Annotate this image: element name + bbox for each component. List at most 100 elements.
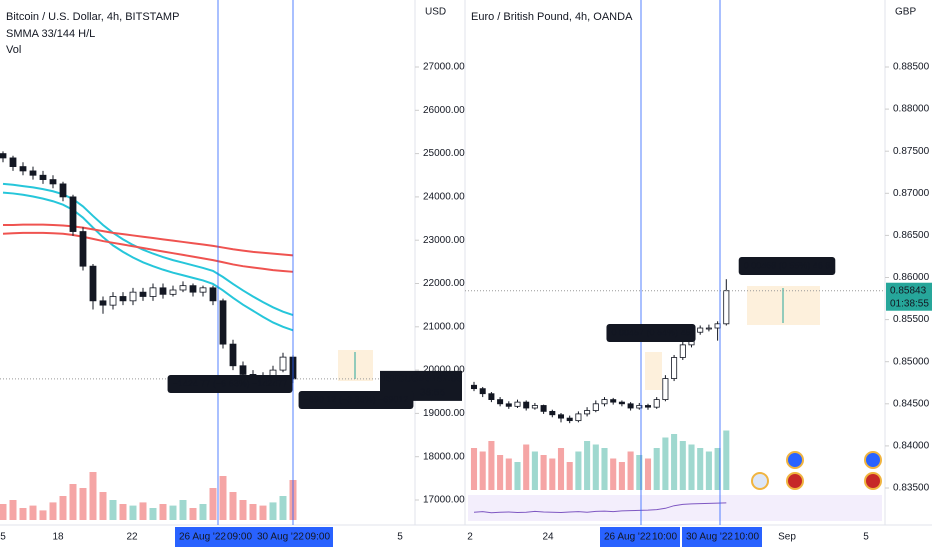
y-tick-label: 0.83500 [893,483,930,494]
y-tick-label: 26000.00 [423,105,465,116]
candle-body [714,323,721,329]
volume-bar [601,448,608,490]
candle-body [531,405,538,409]
measure-box [645,352,662,390]
candle-body [29,170,37,176]
smma-line [2,182,294,317]
volume-bar [189,508,197,520]
volume-bar [523,444,530,490]
candle-body [189,285,197,293]
x-tick-label: 22 [126,532,138,543]
last-price-label: 0.85843 [890,285,927,296]
measure-label: −690.12 (−3.38%) −69012 [304,394,409,404]
volume-bar [723,430,730,490]
volume-bar [109,500,117,520]
y-tick-label: 27000.00 [423,62,465,73]
symbol-label: BTCUSD [384,374,426,385]
date-badge [682,527,762,547]
y-tick-label: 21000.00 [423,321,465,332]
volume-bar [89,472,97,520]
measure-label: 0.00457 (0.54%) 45 [611,327,690,337]
event-icon[interactable] [864,472,882,490]
volume-bar [557,448,565,490]
volume-bar [279,496,287,520]
volume-bar [129,505,137,520]
candle-body [279,356,287,371]
candle-body [149,287,157,297]
candle-body [644,405,652,408]
event-icon[interactable] [786,472,804,490]
volume-bar [549,458,556,490]
volume-bar [199,504,207,520]
volume-bar [688,444,695,490]
candle-body [89,265,97,302]
volume-bar [671,434,678,490]
event-icon[interactable] [751,472,769,490]
volume-bar [159,504,167,520]
volume-bar [584,441,591,490]
date-badge-date: 26 Aug '22 [179,532,226,543]
candle-body [239,365,247,375]
candle-body [19,166,27,172]
y-tick-label: 23000.00 [423,235,465,246]
candle-body [49,179,57,185]
volume-bar [479,451,486,490]
candle-body [697,327,704,333]
volume-bar [697,448,704,490]
candle-body [99,300,107,306]
volume-bar [19,508,27,520]
candle-body [9,157,17,167]
volume-bar [644,458,652,490]
y-tick-label: 0.84500 [893,398,930,409]
candle-body [229,343,237,367]
smma-line [2,231,294,273]
candle-body [69,196,77,232]
y-tick-label: 25000.00 [423,148,465,159]
candle-body [575,413,582,422]
candle-body [584,410,591,415]
measure-label: 0.00468 (0.55%) 46.8 [744,260,831,270]
measure-label-bg [738,257,836,275]
candle-body [159,287,167,295]
y-tick-label: 22000.00 [423,278,465,289]
volume-bar [470,448,478,490]
candle-body [139,291,147,297]
price-badge [886,282,932,311]
volume-bar [39,510,47,520]
volume-bar [505,458,512,490]
chart-title: Bitcoin / U.S. Dollar, 4h, BITSTAMP [6,11,179,23]
volume-bar [59,496,67,520]
candle-body [119,296,127,302]
volume-bar [239,500,247,520]
indicator-line [473,502,727,514]
candle-body [109,296,117,306]
volume-bar [69,484,77,520]
candle-body [601,399,608,405]
event-icon[interactable] [864,451,882,469]
y-tick-label: 0.84000 [893,441,930,452]
axis-unit: USD [425,7,446,18]
volume-bar [9,500,17,520]
candle-body [0,153,7,159]
date-badge-time: 10:00 [652,532,677,543]
volume-bar [627,451,634,490]
x-tick-label: 18 [52,532,64,543]
candle-body [627,403,634,409]
volume-bar [0,504,7,520]
volume-bar [610,458,617,490]
volume-bar [662,437,669,490]
volume-bar [229,492,237,520]
volume-bar [49,502,57,520]
y-tick-label: 20000.00 [423,365,465,376]
volume-bar [566,462,573,490]
candle-body [592,403,599,411]
candle-body [59,183,67,198]
y-tick-label: 0.86500 [893,230,930,241]
candle-body [540,405,547,412]
candle-body [219,300,227,345]
y-tick-label: 0.85500 [893,314,930,325]
event-icon[interactable] [786,451,804,469]
candle-body [679,344,686,358]
candle-body [549,410,556,416]
